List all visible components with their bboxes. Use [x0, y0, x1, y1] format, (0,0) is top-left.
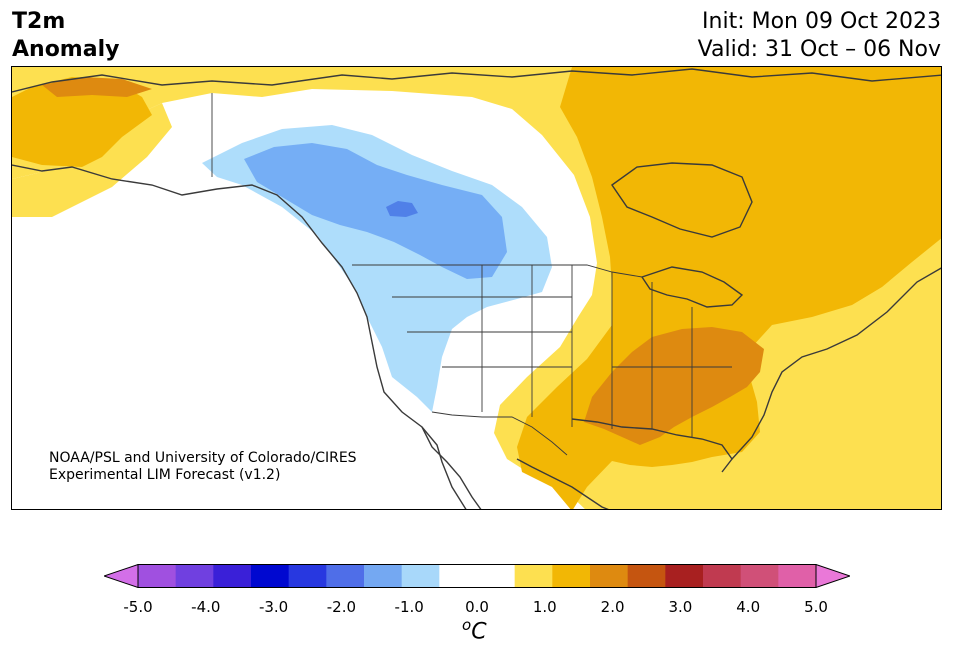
credit-line-1: NOAA/PSL and University of Colorado/CIRE… — [49, 450, 357, 466]
title-line-1: T2m — [12, 9, 66, 34]
colorbar-segment — [665, 564, 704, 588]
us-canada-border — [352, 264, 643, 278]
colorbar-extension-max — [815, 564, 850, 588]
colorbar-unit: oC — [462, 616, 487, 644]
colorbar-tick-label: 3.0 — [668, 598, 693, 616]
init-date: Init: Mon 09 Oct 2023 — [702, 9, 941, 34]
state-borders — [392, 265, 732, 437]
title-line-2: Anomaly — [12, 37, 120, 62]
colorbar-segment — [364, 564, 403, 588]
political-borders — [211, 93, 732, 456]
colorbar — [104, 564, 850, 588]
warm-anomaly-3c-region — [584, 327, 764, 445]
colorbar-segment — [590, 564, 629, 588]
colorbar-tick-label: -1.0 — [394, 598, 424, 616]
credit-line-2: Experimental LIM Forecast (v1.2) — [49, 467, 281, 483]
hudson-bay-outline — [611, 162, 753, 238]
temperature-anomaly-map — [11, 66, 942, 510]
colorbar-segment — [401, 564, 440, 588]
colorbar-segment — [288, 564, 327, 588]
colorbar-segment — [439, 564, 478, 588]
colorbar-segment — [703, 564, 742, 588]
warm-anomaly-west-arctic-region — [12, 77, 152, 167]
unit-degree-symbol: o — [462, 616, 472, 634]
atlantic-coastline — [731, 267, 941, 460]
gulf-coast-us — [571, 418, 733, 473]
colorbar-tick-label: -3.0 — [258, 598, 289, 616]
colorbar-segment — [213, 564, 252, 588]
colorbar-segment — [552, 564, 591, 588]
gulf-coastline — [516, 458, 609, 509]
colorbar-segment — [251, 564, 290, 588]
great-lakes-outline — [640, 266, 744, 308]
unit-celsius: C — [471, 619, 487, 645]
cold-anomaly-regions — [202, 125, 552, 412]
warm-anomaly-arctic-hotspot — [42, 77, 152, 97]
colorbar-segment — [477, 564, 516, 588]
colorbar-tick-label: 4.0 — [736, 598, 761, 616]
valid-dates: Valid: 31 Oct – 06 Nov — [697, 37, 941, 62]
colorbar-segment — [740, 564, 779, 588]
arctic-coastline — [12, 68, 941, 93]
colorbar-tick-label: 1.0 — [532, 598, 557, 616]
cold-anomaly-minus2c-region — [386, 201, 418, 217]
colorbar-tick-label: 2.0 — [600, 598, 625, 616]
cold-anomaly-minus1.5c-region — [244, 143, 507, 279]
colorbar-segment — [175, 564, 214, 588]
colorbar-tick-label: 5.0 — [804, 598, 828, 616]
colorbar-tick-label: -5.0 — [123, 598, 153, 616]
colorbar-segment — [138, 564, 177, 588]
us-mexico-border — [431, 411, 568, 456]
data-credit: NOAA/PSL and University of Colorado/CIRE… — [49, 450, 357, 484]
colorbar-segment — [627, 564, 666, 588]
colorbar-segment — [514, 564, 553, 588]
colorbar-tick-label: 0.0 — [465, 598, 489, 616]
pacific-coastline — [12, 164, 467, 509]
colorbar-outline — [137, 564, 817, 588]
colorbar-tick-label: -2.0 — [326, 598, 357, 616]
baja-coastline — [421, 426, 482, 509]
geographic-lines — [12, 68, 941, 509]
colorbar-segment — [326, 564, 365, 588]
forecast-dates: Init: Mon 09 Oct 2023 Valid: 31 Oct – 06… — [698, 8, 941, 64]
map-title: T2m Anomaly — [12, 8, 119, 64]
colorbar-tick-label: -4.0 — [191, 598, 221, 616]
colorbar-segment — [778, 564, 817, 588]
colorbar-extension-min — [104, 564, 139, 588]
